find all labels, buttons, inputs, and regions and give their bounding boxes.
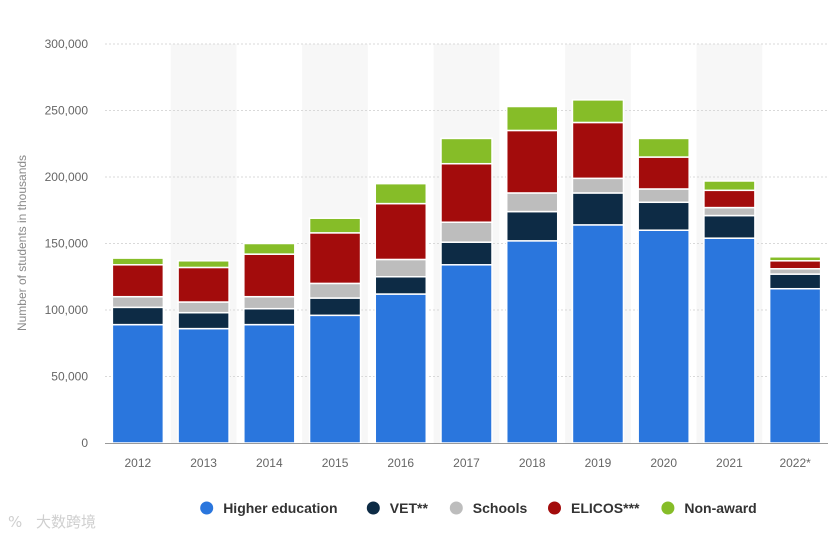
bar-segment bbox=[505, 105, 559, 132]
y-axis-ticks: 0 50,000 100,000 150,000 200,000 250,000 300,0… bbox=[45, 37, 89, 450]
y-axis-label: Number of students in thousands bbox=[15, 155, 29, 331]
legend-item: Non-award bbox=[661, 500, 757, 516]
bar-segment bbox=[768, 287, 822, 444]
bar-segment bbox=[243, 295, 296, 310]
bar-segment bbox=[637, 201, 690, 231]
bar-segment bbox=[374, 202, 428, 261]
bar-segment bbox=[440, 137, 493, 165]
x-tick-label: 2012 bbox=[125, 456, 152, 470]
bar-segment bbox=[177, 311, 230, 330]
bar-segment bbox=[571, 121, 625, 180]
legend-label: Schools bbox=[473, 500, 528, 516]
bar-segment bbox=[374, 258, 428, 278]
legend-label: Higher education bbox=[223, 500, 337, 516]
bar-segment bbox=[637, 137, 690, 158]
bar-segment bbox=[440, 241, 493, 266]
legend: Higher education VET** Schools ELICOS*** Non… bbox=[200, 500, 757, 516]
bar-segment bbox=[374, 293, 428, 444]
bar-segment bbox=[111, 295, 165, 309]
legend-marker-icon bbox=[200, 501, 214, 515]
legend-marker-icon bbox=[548, 501, 561, 515]
legend-item: Schools bbox=[449, 500, 528, 516]
bar-segment bbox=[177, 327, 230, 444]
bar-segment bbox=[308, 282, 362, 299]
x-tick-label: 2020 bbox=[650, 456, 677, 470]
bar-segment bbox=[111, 323, 165, 444]
x-tick-label: 2022* bbox=[779, 456, 811, 470]
bar-segment bbox=[177, 260, 230, 269]
legend-label: Non-award bbox=[684, 500, 756, 516]
legend-label: VET** bbox=[390, 500, 429, 516]
legend-item: Higher education bbox=[200, 500, 338, 516]
bar-segment bbox=[637, 229, 690, 444]
bar-segment bbox=[177, 266, 230, 303]
bar-segment bbox=[374, 276, 428, 295]
legend-item: ELICOS*** bbox=[548, 500, 640, 516]
x-tick-label: 2019 bbox=[585, 456, 612, 470]
bar-segment bbox=[440, 264, 493, 444]
bar-segment bbox=[571, 177, 625, 194]
bar-segment bbox=[768, 268, 822, 275]
y-tick-label: 200,000 bbox=[45, 170, 89, 184]
y-tick-label: 250,000 bbox=[45, 104, 89, 118]
y-tick-label: 50,000 bbox=[51, 370, 88, 384]
y-tick-label: 100,000 bbox=[45, 303, 89, 317]
bar-segment bbox=[308, 232, 362, 285]
legend-marker-icon bbox=[661, 501, 675, 515]
bars bbox=[111, 99, 822, 444]
bar-segment bbox=[505, 192, 559, 213]
watermark: % 大数跨境 bbox=[8, 513, 96, 531]
bar-segment bbox=[505, 240, 559, 444]
bar-segment bbox=[505, 210, 559, 242]
x-tick-label: 2021 bbox=[716, 456, 743, 470]
bar-segment bbox=[111, 264, 165, 298]
bar-segment bbox=[111, 306, 165, 326]
x-tick-label: 2014 bbox=[256, 456, 283, 470]
bar-segment bbox=[111, 257, 165, 266]
bar-segment bbox=[440, 221, 493, 243]
bar-segment bbox=[703, 180, 756, 192]
bar-segment bbox=[637, 156, 690, 190]
bar-segment bbox=[177, 301, 230, 314]
bar-segment bbox=[243, 323, 296, 444]
bar-segment bbox=[768, 273, 822, 290]
bar-segment bbox=[768, 260, 822, 270]
legend-item: VET** bbox=[366, 500, 429, 516]
x-tick-label: 2017 bbox=[453, 456, 480, 470]
bar-segment bbox=[703, 206, 756, 217]
y-tick-label: 300,000 bbox=[45, 37, 89, 51]
legend-marker-icon bbox=[366, 501, 380, 515]
bar-segment bbox=[308, 314, 362, 444]
bar-segment bbox=[571, 192, 625, 226]
bar-segment bbox=[440, 162, 493, 223]
y-tick-label: 150,000 bbox=[45, 237, 89, 251]
x-tick-label: 2015 bbox=[322, 456, 349, 470]
y-tick-label: 0 bbox=[81, 436, 88, 450]
bar-segment bbox=[571, 224, 625, 444]
bar-segment bbox=[768, 256, 822, 262]
bar-segment bbox=[243, 253, 296, 298]
bar-segment bbox=[637, 188, 690, 204]
watermark-prefix: % bbox=[8, 513, 22, 531]
bar-segment bbox=[703, 214, 756, 239]
x-tick-label: 2013 bbox=[190, 456, 217, 470]
x-tick-label: 2018 bbox=[519, 456, 546, 470]
x-tick-label: 2016 bbox=[387, 456, 414, 470]
bar-segment bbox=[571, 99, 625, 124]
bar-segment bbox=[505, 129, 559, 194]
bar-segment bbox=[703, 237, 756, 444]
bar-segment bbox=[703, 189, 756, 209]
watermark-text: 大数跨境 bbox=[36, 513, 96, 531]
legend-marker-icon bbox=[449, 501, 463, 515]
legend-label: ELICOS*** bbox=[571, 500, 640, 516]
bar-segment bbox=[243, 307, 296, 326]
bar-segment bbox=[243, 242, 296, 255]
bar-segment bbox=[374, 182, 428, 205]
bar-segment bbox=[308, 217, 362, 234]
bar-segment bbox=[308, 297, 362, 317]
x-axis-ticks: 2012 2013 2014 2015 2016 2017 2018 2019 2020 2021… bbox=[125, 456, 812, 470]
